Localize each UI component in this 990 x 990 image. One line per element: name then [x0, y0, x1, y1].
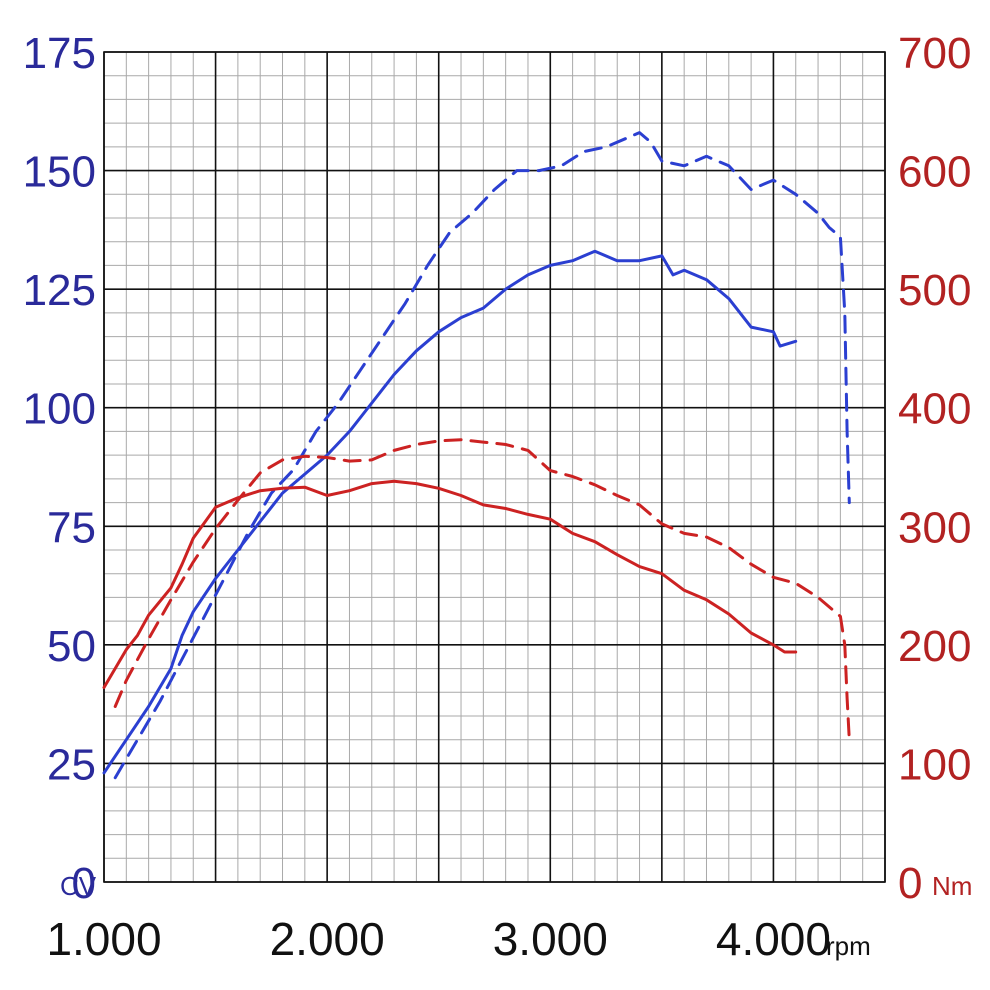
series-power-dashed: [113, 131, 851, 780]
right-tick-label: 300: [898, 503, 971, 552]
right-tick-label: 400: [898, 385, 971, 434]
left-tick-label: 50: [47, 622, 96, 671]
series-torque-solid: [102, 479, 798, 689]
major-grid: [103, 51, 886, 883]
left-tick-label: 0: [72, 859, 96, 908]
x-tick-label: 1.000: [46, 913, 161, 965]
right-axis-unit: Nm: [932, 871, 972, 901]
series-layer: [102, 131, 851, 780]
right-tick-label: 700: [898, 29, 971, 78]
minor-grid: [103, 51, 886, 883]
left-axis-ticks: 0 25 50 75 100 125 150 175: [23, 29, 96, 908]
left-tick-label: 125: [23, 266, 96, 315]
right-tick-label: 0: [898, 859, 922, 908]
x-tick-label: 2.000: [270, 913, 385, 965]
right-tick-label: 100: [898, 740, 971, 789]
left-tick-label: 100: [23, 385, 96, 434]
x-axis-ticks: 1.000 2.000 3.000 4.000: [46, 913, 831, 965]
right-tick-label: 500: [898, 266, 971, 315]
right-axis-ticks: 0 100 200 300 400 500 600 700: [898, 29, 971, 908]
left-tick-label: 150: [23, 148, 96, 197]
x-tick-label: 4.000: [716, 913, 831, 965]
right-tick-label: 200: [898, 622, 971, 671]
left-tick-label: 175: [23, 29, 96, 78]
plot-frame: [103, 51, 886, 883]
left-axis-unit: CV: [60, 871, 97, 901]
left-tick-label: 25: [47, 740, 96, 789]
right-tick-label: 600: [898, 148, 971, 197]
series-power-solid: [102, 249, 798, 775]
left-tick-label: 75: [47, 503, 96, 552]
series-torque-dashed: [113, 438, 851, 742]
x-axis-unit: rpm: [826, 931, 871, 961]
x-tick-label: 3.000: [493, 913, 608, 965]
